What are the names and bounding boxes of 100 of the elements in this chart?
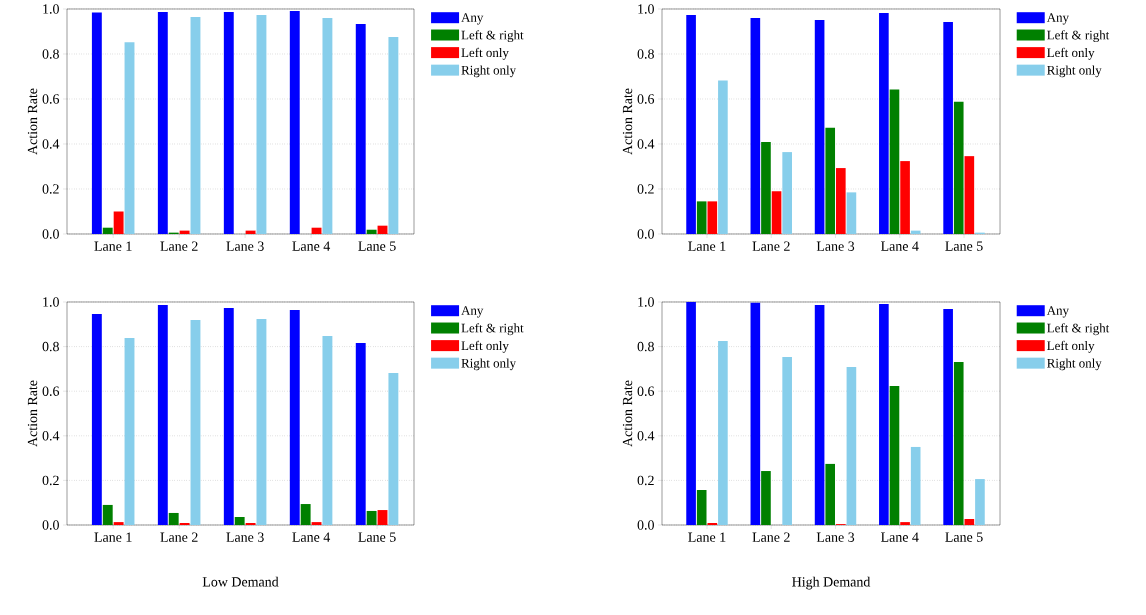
bar [157,304,168,525]
y-tick-label: 0.0 [42,520,59,530]
x-tick-label: Lane 5 [358,241,396,251]
bar [377,510,388,525]
x-tick-label: Lane 2 [160,241,198,251]
legend-label: Right only [461,65,517,78]
x-tick-label: Lane 5 [945,241,983,251]
bar [900,161,910,234]
bar [825,463,836,525]
bar [388,37,399,234]
legend-label: Right only [1047,358,1102,371]
x-tick-label: Lane 3 [226,241,264,251]
x-tick-label: Lane 2 [752,241,790,251]
bar [300,504,311,525]
y-tick-label: 1.0 [43,4,59,14]
y-tick-label: 0.6 [42,94,60,104]
y-tick-label: 0.4 [42,139,60,149]
bar [124,337,135,525]
bar [245,230,256,234]
bar [750,17,761,234]
bar [771,191,782,234]
bar [953,101,964,234]
bar [718,341,728,525]
y-tick-label: 0.8 [42,341,59,352]
bar [289,11,300,234]
x-axis-title: Low Demand [202,576,279,587]
legend-label: Left & right [461,323,524,336]
bar [835,168,846,234]
bar [102,504,113,525]
bar [879,304,889,525]
x-tick-label: Lane 1 [94,532,132,542]
bar [256,15,267,234]
bar [311,522,322,525]
y-tick-label: 0.2 [42,184,59,194]
y-tick-label: 0.6 [42,386,60,396]
legend-label: Left & right [1047,323,1110,336]
y-tick-label: 0.2 [637,475,654,486]
bar [168,512,179,525]
bar [223,308,234,525]
bar [113,522,124,525]
bar [750,302,761,525]
bar [761,471,771,525]
bar [846,366,857,525]
bar [91,314,102,525]
bar [190,17,201,234]
bar [686,15,696,234]
bar [879,13,889,234]
x-tick-label: Lane 1 [94,241,132,251]
y-tick-label: 0.0 [637,229,654,239]
bar [234,516,245,525]
bar [814,20,825,234]
x-tick-label: Lane 2 [752,532,790,542]
bar [782,357,792,525]
y-axis-title: Action Rate [27,88,38,155]
legend-label: Any [1046,13,1069,25]
y-tick-label: 1.0 [43,297,59,307]
bar [245,522,256,525]
bar [910,446,921,525]
y-tick-label: 0.4 [42,431,60,441]
bar [696,489,707,525]
bar [322,17,333,234]
bar [846,192,857,234]
bar [707,201,718,234]
y-axis-title: Action Rate [622,380,633,447]
y-tick-label: 0.8 [637,341,654,352]
bar [889,386,900,525]
x-tick-label: Lane 4 [292,241,331,251]
x-tick-label: Lane 3 [226,532,264,542]
legend-label: Any [461,13,484,25]
bar [889,89,900,234]
bar [686,302,696,525]
x-tick-label: Lane 3 [816,532,855,542]
legend-label: Right only [1047,65,1102,78]
bar [718,80,728,234]
x-tick-label: Lane 1 [688,241,726,251]
y-tick-label: 1.0 [638,297,654,307]
bar [782,152,792,234]
bar [322,335,333,525]
bar [157,11,168,234]
legend-label: Left & right [1047,30,1110,43]
y-tick-label: 0.0 [42,229,59,239]
bar [964,518,975,525]
bar [953,361,964,525]
bar [366,229,377,234]
bar [943,22,953,234]
y-axis-title: Action Rate [27,380,38,447]
x-tick-label: Lane 4 [292,532,331,542]
bar [366,510,377,525]
y-tick-label: 0.0 [637,520,654,530]
y-tick-label: 0.6 [637,386,655,396]
bar [975,479,985,525]
legend-label: Right only [461,358,517,371]
bar [91,12,102,234]
legend-label: Left only [1047,47,1095,60]
y-tick-label: 1.0 [638,4,654,14]
y-tick-label: 0.6 [637,94,655,104]
legend-label: Any [461,306,484,318]
y-tick-label: 0.4 [637,431,655,441]
bar [964,156,975,234]
x-tick-label: Lane 4 [881,241,919,251]
